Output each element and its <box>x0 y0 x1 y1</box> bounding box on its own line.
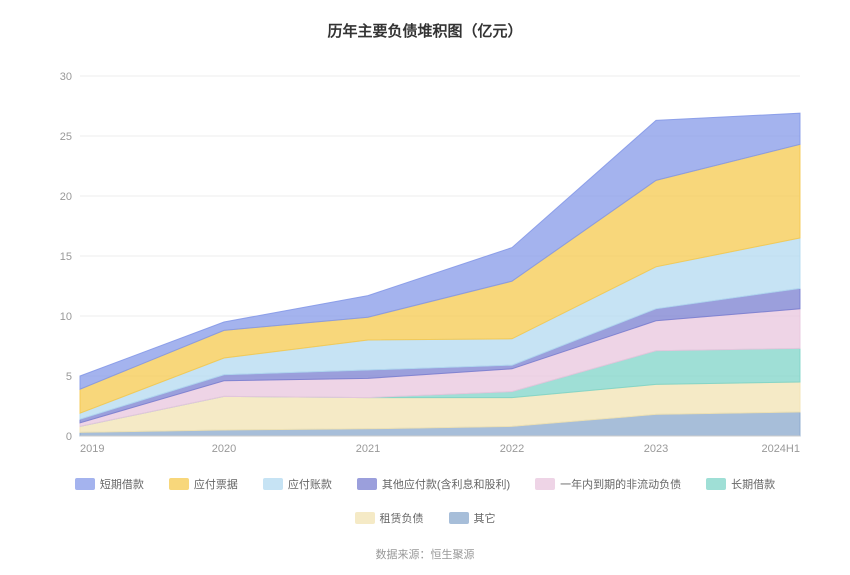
legend-label: 长期借款 <box>731 476 775 492</box>
svg-text:2021: 2021 <box>356 443 380 455</box>
svg-text:2020: 2020 <box>212 443 236 455</box>
legend-swatch <box>263 478 283 490</box>
svg-text:2023: 2023 <box>644 443 668 455</box>
legend-label: 租赁负债 <box>380 510 424 526</box>
svg-text:25: 25 <box>60 131 72 143</box>
legend-swatch <box>169 478 189 490</box>
chart-container: 历年主要负债堆积图（亿元） 0 5 10 15 20 25 30 2019 2020 2021 20… <box>0 0 850 575</box>
stacked-area-chart: 0 5 10 15 20 25 30 2019 2020 2021 2022 2023 2024H1 <box>40 61 810 461</box>
chart-source: 数据来源：恒生聚源 <box>40 546 810 562</box>
legend-label: 一年内到期的非流动负债 <box>560 476 681 492</box>
legend-item[interactable]: 其它 <box>449 510 496 526</box>
legend-swatch <box>75 478 95 490</box>
legend-item[interactable]: 应付账款 <box>263 476 332 492</box>
legend-label: 其它 <box>474 510 496 526</box>
legend-item[interactable]: 一年内到期的非流动负债 <box>535 476 681 492</box>
legend-item[interactable]: 其他应付款(含利息和股利) <box>357 476 510 492</box>
svg-text:30: 30 <box>60 71 72 83</box>
legend-swatch <box>355 512 375 524</box>
svg-text:10: 10 <box>60 311 72 323</box>
legend-item[interactable]: 长期借款 <box>706 476 775 492</box>
legend-label: 应付账款 <box>288 476 332 492</box>
legend-swatch <box>535 478 555 490</box>
svg-text:0: 0 <box>66 431 72 443</box>
svg-text:15: 15 <box>60 251 72 263</box>
svg-text:20: 20 <box>60 191 72 203</box>
legend-swatch <box>449 512 469 524</box>
svg-text:5: 5 <box>66 371 72 383</box>
legend-label: 其他应付款(含利息和股利) <box>382 476 510 492</box>
chart-legend: 短期借款 应付票据 应付账款 其他应付款(含利息和股利) 一年内到期的非流动负债 长期借款… <box>40 476 810 526</box>
chart-title: 历年主要负债堆积图（亿元） <box>40 20 810 41</box>
svg-text:2022: 2022 <box>500 443 524 455</box>
legend-label: 短期借款 <box>100 476 144 492</box>
legend-item[interactable]: 应付票据 <box>169 476 238 492</box>
chart-plot-area: 0 5 10 15 20 25 30 2019 2020 2021 2022 2023 2024H1 <box>40 61 810 461</box>
legend-swatch <box>706 478 726 490</box>
legend-item[interactable]: 短期借款 <box>75 476 144 492</box>
svg-text:2019: 2019 <box>80 443 104 455</box>
svg-text:2024H1: 2024H1 <box>761 443 800 455</box>
legend-swatch <box>357 478 377 490</box>
legend-label: 应付票据 <box>194 476 238 492</box>
legend-item[interactable]: 租赁负债 <box>355 510 424 526</box>
